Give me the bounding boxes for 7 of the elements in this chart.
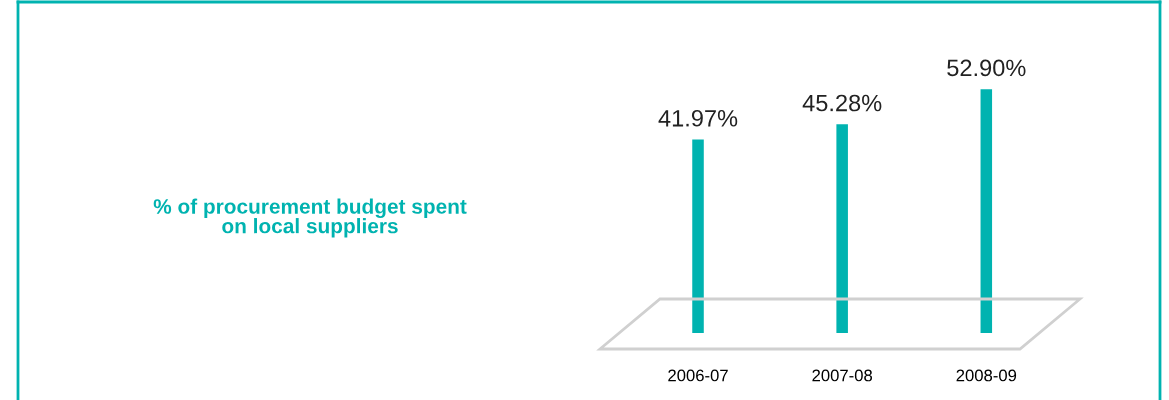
data-label: 41.97% <box>658 109 738 127</box>
x-tick-label: 2008-09 <box>956 369 1017 382</box>
x-tick-label: 2007-08 <box>812 369 873 382</box>
text: % of procurement budget spent on local suppliers <box>153 198 467 238</box>
x-tick-label: 2006-07 <box>668 369 728 382</box>
data-label: 45.28% <box>802 94 882 112</box>
data-label: 52.90% <box>947 59 1026 77</box>
